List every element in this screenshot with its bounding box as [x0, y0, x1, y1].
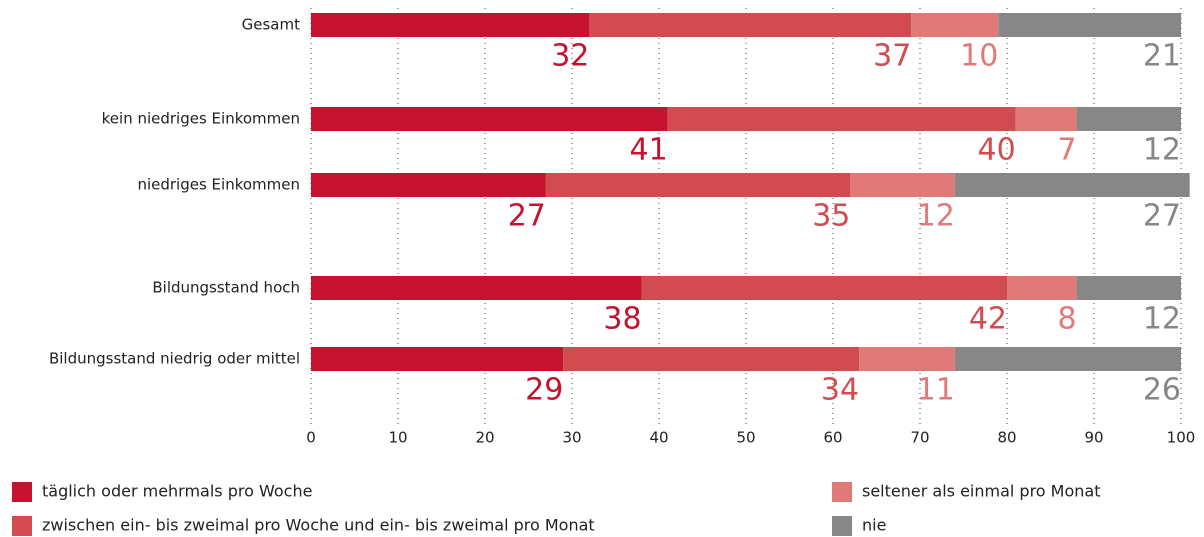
bar-segment: [589, 13, 912, 37]
legend-label: täglich oder mehrmals pro Woche: [42, 482, 312, 501]
value-label: 10: [960, 39, 998, 74]
bar-segment: [667, 107, 1016, 131]
bar-segment: [311, 107, 668, 131]
value-label: 40: [978, 133, 1016, 168]
value-label: 27: [508, 199, 546, 234]
value-label: 7: [1058, 133, 1077, 168]
bar-segment: [850, 173, 955, 197]
legend-swatch: [832, 482, 852, 502]
x-tick-label: 70: [910, 429, 929, 447]
bar-segment: [311, 173, 546, 197]
legend-label: seltener als einmal pro Monat: [862, 482, 1100, 501]
value-label: 26: [1143, 373, 1181, 408]
category-label: kein niedriges Einkommen: [102, 110, 300, 128]
value-label: 12: [1143, 133, 1181, 168]
x-tick-label: 30: [562, 429, 581, 447]
legend-swatch: [832, 516, 852, 536]
value-label: 21: [1143, 39, 1181, 74]
x-tick-label: 60: [823, 429, 842, 447]
legend-swatch: [12, 516, 32, 536]
bar-segment: [1015, 107, 1077, 131]
value-label: 29: [525, 373, 563, 408]
legend-label: nie: [862, 516, 886, 535]
category-label: Bildungsstand niedrig oder mittel: [49, 350, 300, 368]
x-tick-label: 10: [388, 429, 407, 447]
value-label: 37: [873, 39, 911, 74]
value-label: 12: [917, 199, 955, 234]
bar-segment: [311, 13, 590, 37]
value-label: 38: [603, 302, 641, 337]
bar-segment: [311, 347, 564, 371]
value-label: 32: [551, 39, 589, 74]
bar-segment: [998, 13, 1181, 37]
bar-segment: [911, 13, 999, 37]
bar-segment: [1007, 276, 1077, 300]
value-label: 34: [821, 373, 859, 408]
value-label: 12: [1143, 302, 1181, 337]
value-label: 42: [969, 302, 1007, 337]
bar-segment: [311, 276, 642, 300]
category-label: Bildungsstand hoch: [152, 279, 300, 297]
category-label: niedriges Einkommen: [137, 176, 300, 194]
bar-segment: [1076, 276, 1181, 300]
x-tick-label: 50: [736, 429, 755, 447]
value-label: 11: [917, 373, 955, 408]
legend-swatch: [12, 482, 32, 502]
bar-segment: [641, 276, 1007, 300]
x-tick-label: 80: [997, 429, 1016, 447]
x-tick-label: 100: [1167, 429, 1196, 447]
bar-segment: [1076, 107, 1181, 131]
value-label: 27: [1143, 199, 1181, 234]
bar-segment: [563, 347, 860, 371]
value-label: 41: [630, 133, 668, 168]
x-tick-label: 20: [475, 429, 494, 447]
value-label: 35: [812, 199, 850, 234]
bar-segment: [954, 173, 1190, 197]
bar-segment: [545, 173, 851, 197]
value-label: 8: [1058, 302, 1077, 337]
x-tick-label: 40: [649, 429, 668, 447]
category-label: Gesamt: [242, 16, 300, 34]
x-tick-label: 90: [1084, 429, 1103, 447]
bar-segment: [859, 347, 955, 371]
x-tick-label: 0: [306, 429, 316, 447]
bar-segment: [954, 347, 1181, 371]
legend-label: zwischen ein- bis zweimal pro Woche und …: [42, 516, 595, 535]
